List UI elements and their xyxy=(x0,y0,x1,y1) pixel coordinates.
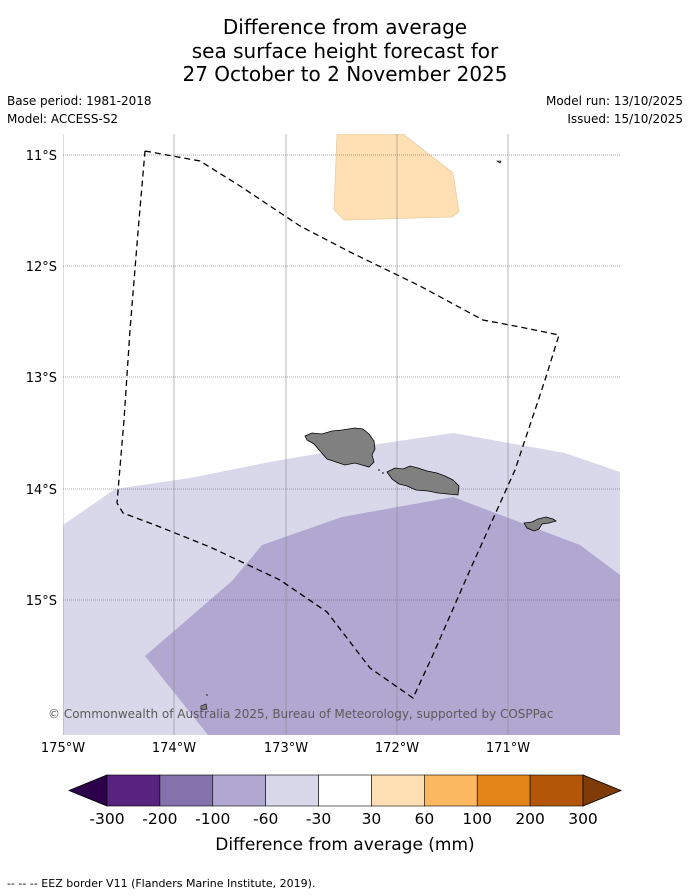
colorbar: -300 -200 -100 -60 -30 30 60 100 200 300 xyxy=(67,774,623,828)
longitude-labels: 175°W 174°W 173°W 172°W 171°W xyxy=(41,741,530,756)
islet-apolima xyxy=(378,469,380,471)
lon-label-174: 174°W xyxy=(152,741,196,756)
gridlines xyxy=(63,154,620,601)
colorbar-segment xyxy=(106,774,161,807)
map-area xyxy=(63,134,620,735)
model-run: Model run: 13/10/2025 xyxy=(545,94,683,108)
lon-label-172: 172°W xyxy=(375,741,419,756)
chart-title: Difference from average sea surface heig… xyxy=(0,15,690,87)
colorbar-under-arrow xyxy=(67,774,108,807)
island-tutuila xyxy=(523,516,557,532)
colorbar-tick-label: 200 xyxy=(515,810,545,828)
lon-label-173: 173°W xyxy=(264,741,308,756)
latitude-labels: 11°S 12°S 13°S 14°S 15°S xyxy=(26,149,57,609)
colorbar-tick-label: -200 xyxy=(142,810,177,828)
title-line-1: Difference from average xyxy=(222,15,468,39)
anomaly-region-30-60 xyxy=(333,134,460,221)
colorbar-tick-label: 60 xyxy=(414,810,434,828)
island-south-islet xyxy=(200,703,208,711)
map-figure: 11°S 12°S 13°S 14°S 15°S 175°W 174°W 173… xyxy=(26,134,623,855)
island-north-islet xyxy=(496,160,502,164)
colorbar-segment xyxy=(529,774,584,807)
eez-border xyxy=(116,150,560,699)
colorbar-tick-label: -100 xyxy=(195,810,230,828)
base-period: Base period: 1981-2018 xyxy=(7,94,152,108)
title-line-2: sea surface height forecast for xyxy=(191,38,499,63)
lat-label-15: 15°S xyxy=(26,594,57,609)
islet-south-small xyxy=(206,694,208,696)
lat-label-13: 13°S xyxy=(26,371,57,386)
colorbar-segment xyxy=(371,774,425,807)
anomaly-region-neg60-neg100 xyxy=(145,497,620,735)
island-upolu xyxy=(386,465,460,496)
colorbar-tick-label: 100 xyxy=(462,810,492,828)
colorbar-tick-label: -30 xyxy=(306,810,331,828)
islet-manono xyxy=(382,472,384,474)
colorbar-segment xyxy=(265,774,319,807)
lon-label-175: 175°W xyxy=(41,741,85,756)
colorbar-segment xyxy=(476,774,531,807)
colorbar-segment xyxy=(424,774,478,807)
colorbar-over-arrow xyxy=(582,774,623,807)
colorbar-segment xyxy=(159,774,214,807)
lat-label-12: 12°S xyxy=(26,260,57,275)
lat-label-11: 11°S xyxy=(26,149,57,164)
gridlines-lon xyxy=(63,134,509,735)
colorbar-tick-label: 30 xyxy=(362,810,382,828)
colorbar-title: Difference from average (mm) xyxy=(215,835,474,855)
colorbar-tick-label: -300 xyxy=(89,810,124,828)
lat-label-14: 14°S xyxy=(26,483,57,498)
colorbar-segment xyxy=(318,774,372,807)
issued-date: Issued: 15/10/2025 xyxy=(567,112,683,126)
colorbar-tick-label: 300 xyxy=(568,810,598,828)
colorbar-tick-label: -60 xyxy=(253,810,278,828)
island-savaii xyxy=(304,427,376,468)
eez-legend-note: -- -- -- EEZ border V11 (Flanders Marine… xyxy=(7,877,316,890)
copyright-notice: © Commonwealth of Australia 2025, Bureau… xyxy=(48,707,554,721)
title-line-3: 27 October to 2 November 2025 xyxy=(182,62,508,86)
lon-label-171: 171°W xyxy=(486,741,530,756)
colorbar-segment xyxy=(212,774,266,807)
model-name: Model: ACCESS-S2 xyxy=(7,112,119,126)
